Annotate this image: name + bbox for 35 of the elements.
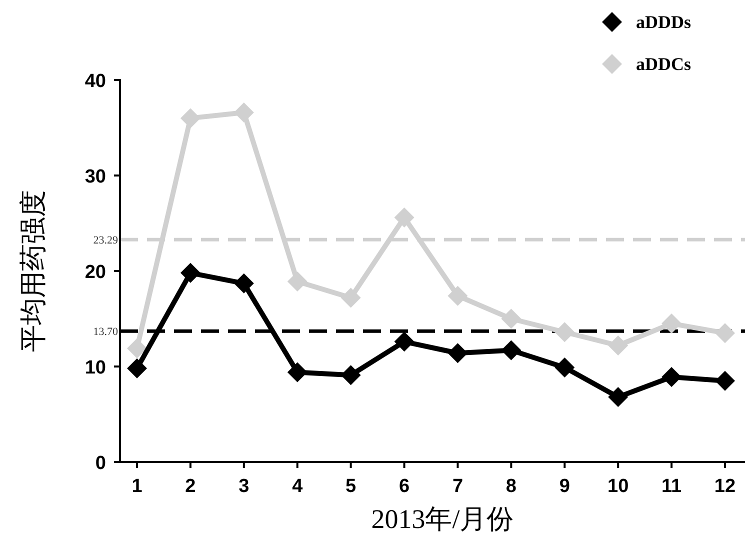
point: [340, 365, 361, 386]
point: [554, 357, 575, 378]
point: [234, 273, 254, 294]
x-axis-title: 2013年/月份: [371, 504, 514, 534]
point: [287, 272, 308, 292]
point: [394, 208, 414, 228]
ref-line-label: 13.70: [93, 326, 118, 338]
y-tick-label: 0: [95, 453, 106, 474]
point: [127, 338, 147, 358]
point: [127, 358, 147, 378]
point: [448, 343, 468, 364]
point: [234, 102, 254, 122]
point: [394, 332, 414, 352]
point: [340, 288, 361, 308]
point: [715, 323, 735, 344]
y-tick-label: 40: [84, 71, 106, 92]
point: [608, 387, 628, 408]
point: [287, 362, 308, 382]
point: [501, 340, 522, 360]
point: [448, 286, 468, 306]
ref-line-label: 23.29: [93, 234, 118, 247]
y-tick-label: 20: [84, 262, 106, 283]
point: [554, 322, 575, 342]
legend-label: aDDCs: [636, 54, 692, 74]
point: [180, 262, 200, 283]
y-axis-title: 平均用药强度: [18, 190, 48, 352]
point: [608, 335, 628, 356]
point: [501, 308, 522, 329]
legend-label: aDDDs: [636, 12, 692, 32]
point: [180, 108, 200, 128]
point: [715, 370, 735, 391]
point: [662, 367, 682, 388]
y-tick-label: 30: [84, 166, 106, 188]
y-tick-label: 10: [84, 358, 106, 378]
point: [662, 314, 682, 334]
